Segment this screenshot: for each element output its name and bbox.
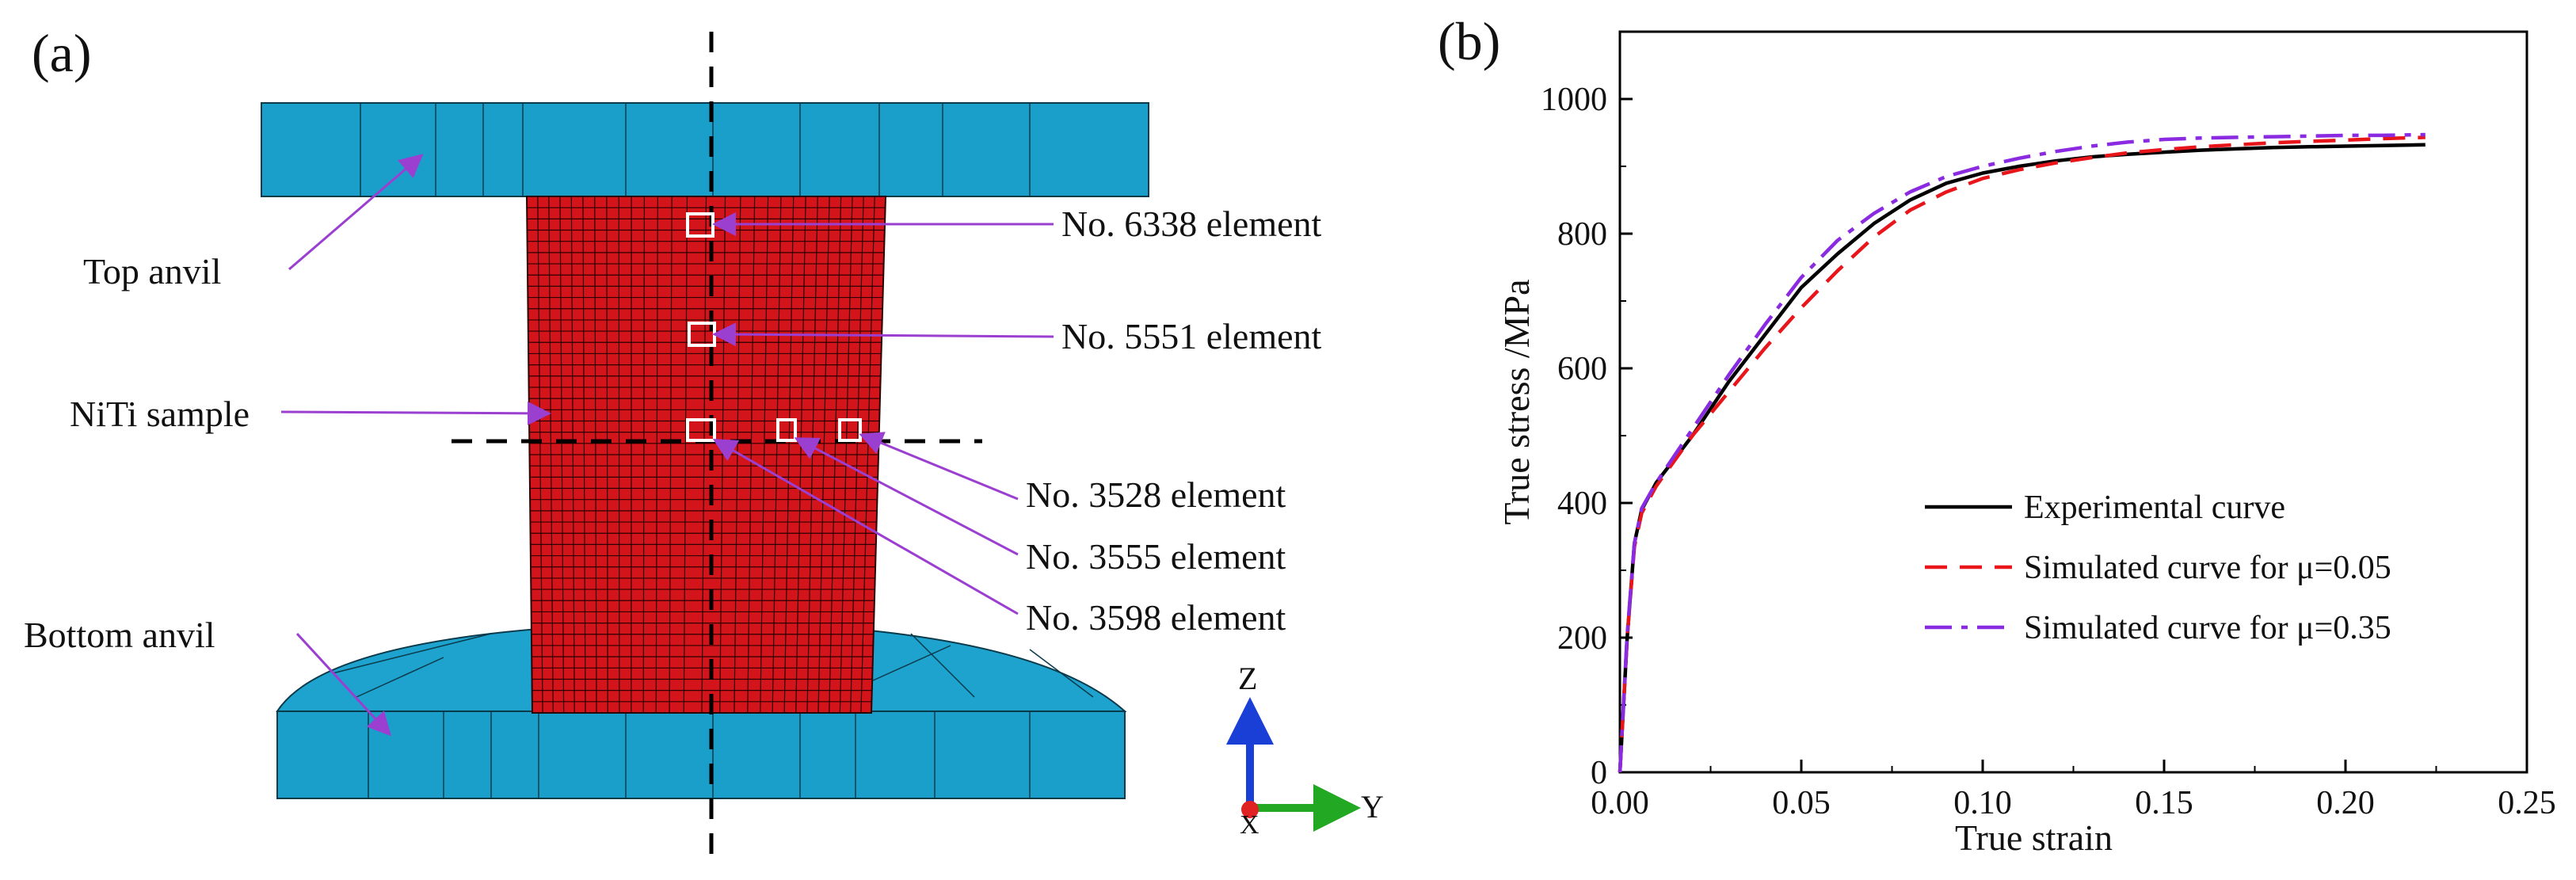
sample-arrow xyxy=(280,401,551,425)
x-tick-label: 0.00 xyxy=(1591,785,1649,821)
element-3598-arrow xyxy=(712,439,1019,615)
legend-label-3: Simulated curve for μ=0.35 xyxy=(2024,610,2391,646)
panel-b-label: (b) xyxy=(1438,11,1500,71)
y-axis-label: Y xyxy=(1361,789,1384,825)
x-tick-label: 0.15 xyxy=(2135,785,2193,821)
y-tick-label: 200 xyxy=(1557,620,1607,657)
element-5551-label: No. 5551 element xyxy=(1061,316,1322,356)
legend-label-1: Experimental curve xyxy=(2024,490,2285,526)
element-3555-label: No. 3555 element xyxy=(1026,536,1286,577)
element-3555-arrow xyxy=(794,437,1019,556)
y-tick-label: 400 xyxy=(1557,486,1607,522)
series-line-1 xyxy=(1618,143,2425,773)
bottom-anvil-label: Bottom anvil xyxy=(24,615,215,655)
panel-a: (a) xyxy=(24,23,1384,859)
element-3598-marker xyxy=(686,418,716,442)
z-axis-label: Z xyxy=(1238,661,1257,696)
top-anvil xyxy=(261,102,1149,197)
element-3598-label: No. 3598 element xyxy=(1026,597,1286,638)
x-axis-title: True strain xyxy=(1955,817,2113,858)
stress-strain-chart: 0.00 0.05 0.10 0.15 0.20 0.25 0 200 400 600 800 100… xyxy=(1496,30,2556,858)
plot-frame xyxy=(1618,30,2528,774)
panel-a-label: (a) xyxy=(32,23,91,83)
element-3555-marker xyxy=(776,418,797,442)
coordinate-triad: Z Y X xyxy=(1226,661,1384,840)
bottom-anvil-arrow xyxy=(295,632,392,737)
series-line-2 xyxy=(1618,135,2425,773)
x-axis-label: X xyxy=(1240,810,1259,840)
element-3528-marker xyxy=(838,418,862,442)
x-tick-label: 0.10 xyxy=(1953,785,2012,821)
x-tick-label: 0.20 xyxy=(2316,785,2375,821)
element-3528-label: No. 3528 element xyxy=(1026,474,1286,515)
niti-sample xyxy=(525,196,887,714)
x-tick-label: 0.05 xyxy=(1772,785,1831,821)
legend-label-2: Simulated curve for μ=0.05 xyxy=(2024,550,2391,586)
y-tick-label: 600 xyxy=(1557,351,1607,387)
top-anvil-label: Top anvil xyxy=(83,251,221,291)
series-line-3 xyxy=(1618,132,2425,773)
element-6338-label: No. 6338 element xyxy=(1061,204,1322,244)
y-axis-title: True stress /MPa xyxy=(1496,279,1537,524)
x-axis-dot xyxy=(1241,801,1259,818)
y-tick-label: 1000 xyxy=(1541,82,1607,118)
panel-b: (b) 0.00 0.05 0.10 0.15 0.20 0.25 0 200 400 600 80… xyxy=(1438,11,2556,858)
element-3528-arrow xyxy=(859,432,1019,501)
element-5551-arrow xyxy=(712,322,1054,347)
niti-sample-label: NiTi sample xyxy=(70,394,250,434)
y-tick-label: 0 xyxy=(1591,755,1607,791)
y-tick-label: 800 xyxy=(1557,216,1607,253)
x-tick-label: 0.25 xyxy=(2498,785,2556,821)
top-anvil-arrow xyxy=(288,154,424,271)
